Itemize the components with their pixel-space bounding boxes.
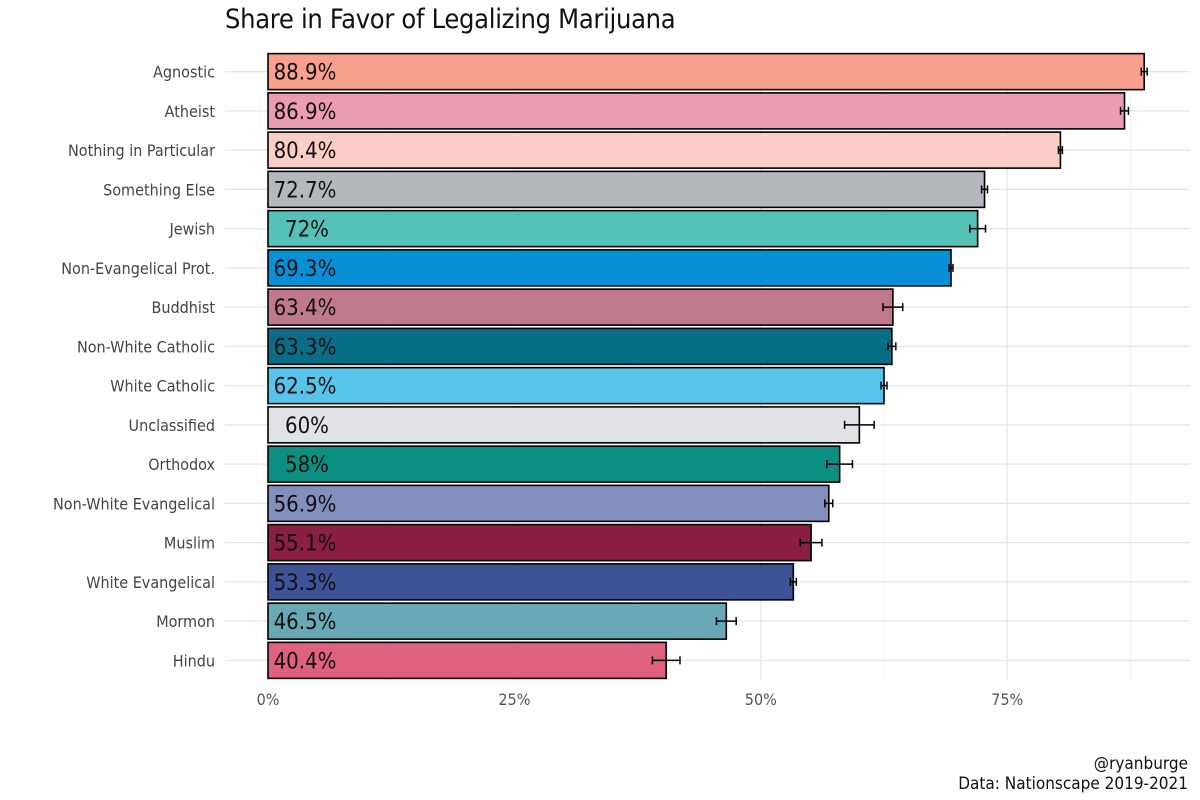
category-label: Jewish — [169, 220, 216, 239]
value-label: 88.9% — [274, 61, 337, 86]
value-label: 69.3% — [274, 257, 337, 282]
category-label: Muslim — [164, 534, 215, 553]
category-label: Buddhist — [151, 298, 215, 317]
bar-jewish — [267, 209, 979, 248]
value-label: 86.9% — [274, 100, 337, 125]
value-label: 53.3% — [274, 571, 337, 596]
bar-buddhist — [267, 288, 894, 326]
chart-footer: @ryanburge Data: Nationscape 2019-2021 — [958, 754, 1188, 794]
bar-atheist — [267, 92, 1126, 130]
x-tick-label: 25% — [498, 690, 530, 709]
bars-layer — [267, 52, 1148, 680]
x-tick-label: 0% — [257, 690, 280, 709]
value-label: 80.4% — [274, 139, 337, 164]
value-label: 55.1% — [274, 532, 337, 557]
bar-something-else — [267, 170, 986, 209]
bar-white-catholic — [267, 366, 885, 405]
value-label: 63.4% — [274, 296, 337, 321]
value-label: 72.7% — [274, 178, 337, 203]
category-label: Orthodox — [148, 455, 215, 474]
credit-text: @ryanburge — [1093, 754, 1188, 774]
category-label: Hindu — [173, 651, 215, 670]
bar-white-evangelical — [267, 563, 795, 601]
chart-title: Share in Favor of Legalizing Marijuana — [225, 4, 676, 35]
category-label: Non-White Catholic — [77, 337, 215, 356]
category-label: Mormon — [156, 612, 215, 631]
category-label: White Catholic — [110, 377, 215, 396]
bar-muslim — [267, 523, 812, 562]
category-label: Nothing in Particular — [68, 141, 215, 160]
bar-hindu — [267, 641, 667, 680]
bar-nothing-in-particular — [267, 131, 1062, 169]
value-label: 58% — [285, 453, 329, 478]
axis-layer: Agnostic Atheist Nothing in Particular Some… — [53, 63, 1023, 709]
bar-non-evangelical-prot- — [267, 249, 952, 287]
labels-layer: 88.9% 86.9% 80.4% 72.7% 72% 69.3% 63.4% 63.3% 62… — [274, 61, 337, 675]
value-label: 62.5% — [274, 375, 337, 400]
value-label: 72% — [285, 218, 329, 243]
x-tick-label: 50% — [745, 690, 777, 709]
category-label: Unclassified — [129, 416, 215, 435]
source-text: Data: Nationscape 2019-2021 — [958, 774, 1188, 794]
category-label: Something Else — [103, 180, 215, 199]
value-label: 56.9% — [274, 492, 337, 517]
category-label: White Evangelical — [86, 573, 215, 592]
category-label: Atheist — [165, 102, 216, 121]
value-label: 60% — [285, 414, 329, 439]
category-label: Agnostic — [153, 63, 215, 82]
bar-orthodox — [267, 445, 841, 483]
category-label: Non-White Evangelical — [53, 494, 215, 513]
bar-non-white-catholic — [267, 327, 893, 366]
bar-unclassified — [267, 406, 861, 444]
bar-non-white-evangelical — [267, 484, 830, 523]
x-tick-label: 75% — [991, 690, 1023, 709]
category-label: Non-Evangelical Prot. — [61, 259, 215, 278]
value-label: 46.5% — [274, 610, 337, 635]
value-label: 63.3% — [274, 335, 337, 360]
bar-mormon — [267, 602, 728, 640]
bar-agnostic — [267, 52, 1145, 91]
value-label: 40.4% — [274, 649, 337, 674]
